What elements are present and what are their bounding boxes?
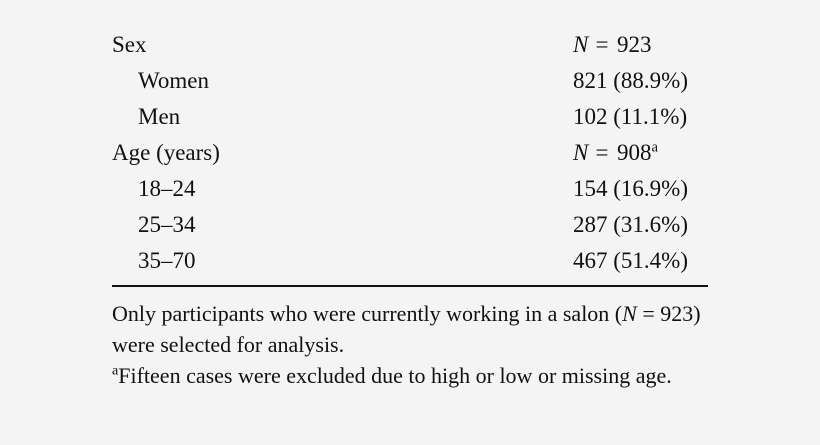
row-label: 35–70 [138,248,196,273]
equals-sign: = [588,140,617,165]
table-row: 35–70 467 (51.4%) [112,243,708,279]
row-value: 821 (88.9%) [573,68,688,93]
row-label: 18–24 [138,176,196,201]
row-label: 25–34 [138,212,196,237]
footnote-text: Fifteen cases were excluded due to high … [118,363,672,388]
value-number: 908 [616,140,652,165]
demographics-table: Sex N = 923 Women 821 (88.9%) Men 102 (1… [112,27,708,279]
row-value: 102 (11.1%) [573,104,688,129]
variable-n-symbol: N [573,140,589,165]
table-row: Men 102 (11.1%) [112,99,708,135]
general-note-text-after: = 923) were selected for analysis. [112,301,701,357]
general-note: Only participants who were currently wor… [112,298,712,360]
row-label: Women [138,68,209,93]
row-value: 287 (31.6%) [573,212,688,237]
variable-n-symbol: N [573,32,589,57]
general-note-text-before: Only participants who were currently wor… [112,301,623,326]
table-bottom-rule [112,285,708,287]
row-value: N = 923 [573,27,708,63]
table-row: Age (years) N = 908a [112,135,708,171]
row-value: 467 (51.4%) [573,248,688,273]
row-label: Sex [112,32,147,57]
table-row: Sex N = 923 [112,27,708,63]
variable-n-symbol: N [622,301,637,326]
table-row: Women 821 (88.9%) [112,63,708,99]
footnote-marker-superscript: a [112,362,119,379]
table-row: 25–34 287 (31.6%) [112,207,708,243]
row-value: N = 908a [573,135,708,171]
row-value: 154 (16.9%) [573,176,688,201]
equals-sign: = [588,32,617,57]
table-body: Sex N = 923 Women 821 (88.9%) Men 102 (1… [112,27,708,279]
table-notes: Only participants who were currently wor… [112,298,712,391]
footnote-a: aFifteen cases were excluded due to high… [112,360,712,391]
row-label: Men [138,104,181,129]
row-label: Age (years) [112,140,220,165]
footnote-marker-superscript: a [651,139,659,156]
table-row: 18–24 154 (16.9%) [112,171,708,207]
value-number: 923 [616,32,652,57]
